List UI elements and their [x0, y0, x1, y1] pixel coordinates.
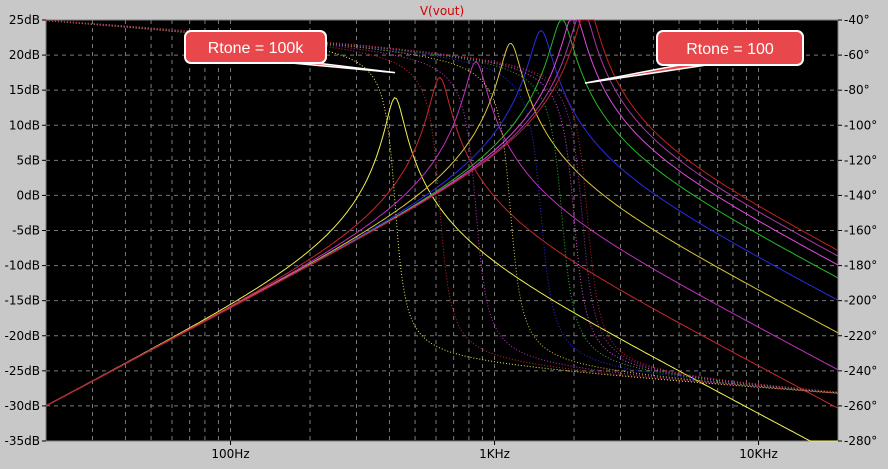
- y-tick-label: 10dB: [9, 118, 40, 132]
- y-tick-label: 20dB: [9, 48, 40, 62]
- y-tick-label: -25dB: [5, 364, 40, 378]
- y-tick-label: -5dB: [12, 224, 40, 238]
- magnitude-series-1: [45, 97, 838, 442]
- y2-tick-label: -100°: [844, 118, 877, 132]
- y2-tick-label: -40°: [844, 13, 870, 27]
- y2-tick-label: -200°: [844, 294, 877, 308]
- y-tick-label: 0dB: [17, 188, 40, 202]
- y-tick-label: -10dB: [5, 259, 40, 273]
- y-tick-label: 25dB: [9, 13, 40, 27]
- callout-box: [184, 30, 327, 64]
- y2-tick-label: -240°: [844, 364, 877, 378]
- y-tick-label: -15dB: [5, 294, 40, 308]
- y2-tick-label: -60°: [844, 48, 870, 62]
- y2-tick-label: -260°: [844, 399, 877, 413]
- x-tick-label: 1KHz: [479, 447, 510, 461]
- magnitude-curves: [45, 19, 839, 442]
- axes: 25dB 20dB 15dB 10dB 5dB 0dB -5dB -10dB -15dB -20d…: [5, 13, 878, 461]
- x-tick-label: 100Hz: [211, 447, 249, 461]
- callout-label: Rtone = 100: [686, 41, 774, 58]
- phase-series-9: [45, 19, 839, 393]
- callouts: Rtone = 100k Rtone = 100: [184, 30, 804, 84]
- y2-tick-label: -120°: [844, 153, 877, 167]
- plot-title[interactable]: V(vout): [420, 4, 464, 18]
- y2-tick-label: -80°: [844, 83, 870, 97]
- y-tick-label: 5dB: [17, 153, 40, 167]
- y-tick-label: -35dB: [5, 434, 40, 448]
- x-tick-label: 10KHz: [739, 447, 777, 461]
- y-tick-label: -30dB: [5, 399, 40, 413]
- y2-tick-label: -160°: [844, 224, 877, 238]
- phase-curves: [45, 19, 839, 394]
- y-tick-label: 15dB: [9, 83, 40, 97]
- y-tick-label: -20dB: [5, 329, 40, 343]
- magnitude-series-9: [45, 19, 839, 407]
- y2-tick-label: -180°: [844, 259, 877, 273]
- callout-box: [656, 30, 804, 66]
- callout-label: Rtone = 100k: [208, 40, 305, 57]
- y2-tick-label: -220°: [844, 329, 877, 343]
- y2-tick-label: -140°: [844, 188, 877, 202]
- y2-tick-label: -280°: [844, 434, 877, 448]
